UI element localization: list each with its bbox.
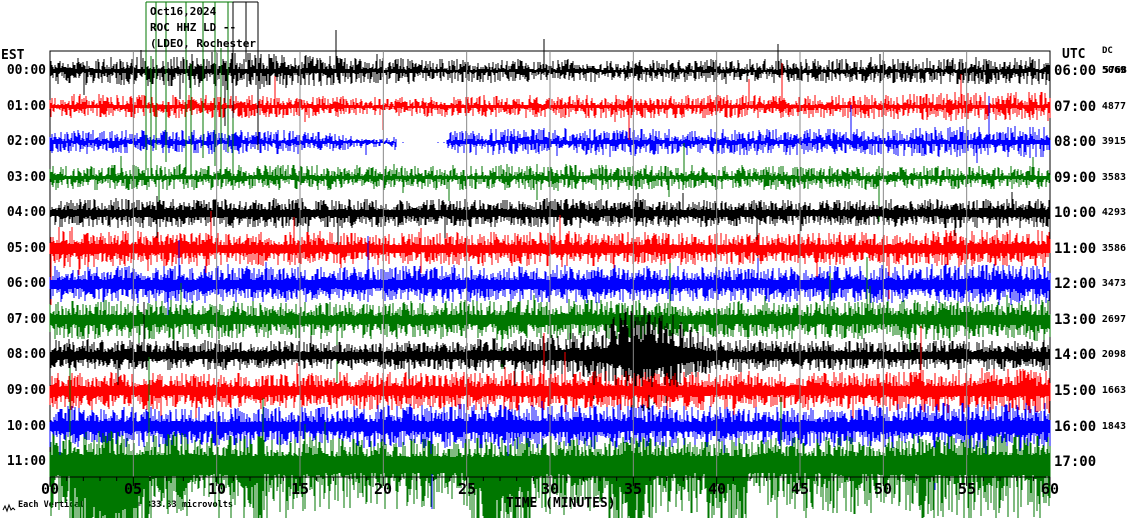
dc-value-10: 1843 <box>1101 421 1126 432</box>
dc-value-9: 1663 <box>1101 385 1126 396</box>
est-time-0: 00:00 <box>6 63 46 78</box>
est-time-1: 01:00 <box>6 99 46 114</box>
x-tick-label-15: 15 <box>290 480 310 498</box>
x-tick-label-40: 40 <box>707 480 727 498</box>
x-tick-label-10: 10 <box>207 480 227 498</box>
utc-time-8: 14:00 <box>1054 347 1097 363</box>
est-time-7: 07:00 <box>6 312 46 327</box>
x-tick-label-25: 25 <box>457 480 477 498</box>
dc-value-7: 2697 <box>1101 314 1126 325</box>
dc-value-4: 4293 <box>1101 207 1126 218</box>
dc-value-3: 3583 <box>1101 172 1126 183</box>
x-tick-label-20: 20 <box>373 480 393 498</box>
utc-time-3: 09:00 <box>1054 170 1097 186</box>
utc-time-1: 07:00 <box>1054 99 1097 115</box>
est-time-6: 06:00 <box>6 276 46 291</box>
x-tick-label-00: 00 <box>40 480 60 498</box>
x-tick-label-60: 60 <box>1040 480 1060 498</box>
est-time-11: 11:00 <box>6 454 46 469</box>
est-time-2: 02:00 <box>6 134 46 149</box>
dc-value-1: 4877 <box>1101 101 1126 112</box>
est-time-4: 04:00 <box>6 205 46 220</box>
dc-value-8: 2098 <box>1101 349 1126 360</box>
est-time-8: 08:00 <box>6 347 46 362</box>
utc-axis-header: UTC <box>1062 47 1086 62</box>
utc-time-11: 17:00 <box>1054 454 1097 470</box>
x-tick-label-35: 35 <box>623 480 643 498</box>
x-tick-label-50: 50 <box>873 480 893 498</box>
x-tick-label-55: 55 <box>957 480 977 498</box>
utc-time-0: 06:00 <box>1054 63 1097 79</box>
est-axis-header: EST <box>1 48 25 63</box>
affiliation-label: (LDEO, Rochester <box>150 37 256 50</box>
x-tick-label-45: 45 <box>790 480 810 498</box>
x-tick-label-30: 30 <box>540 480 560 498</box>
dc-value-0-overprint: 5768 <box>1102 65 1127 76</box>
date-label: Oct16,2024 <box>150 5 217 18</box>
dc-column-header: DC <box>1102 46 1113 56</box>
utc-time-4: 10:00 <box>1054 205 1097 221</box>
est-time-10: 10:00 <box>6 419 46 434</box>
utc-time-9: 15:00 <box>1054 383 1097 399</box>
utc-time-6: 12:00 <box>1054 276 1097 292</box>
utc-time-5: 11:00 <box>1054 241 1097 257</box>
utc-time-7: 13:00 <box>1054 312 1097 328</box>
station-label: ROC HHZ LD -- <box>150 21 237 34</box>
est-time-3: 03:00 <box>6 170 46 185</box>
x-tick-label-05: 05 <box>123 480 143 498</box>
est-time-5: 05:00 <box>6 241 46 256</box>
est-time-9: 09:00 <box>6 383 46 398</box>
x-axis-title: TIME (MINUTES) <box>506 496 616 511</box>
dc-value-6: 3473 <box>1101 278 1126 289</box>
dc-value-0: 5069 <box>1101 65 1126 76</box>
seismo-squiggle-icon <box>2 503 16 513</box>
utc-time-10: 16:00 <box>1054 419 1097 435</box>
utc-time-2: 08:00 <box>1054 134 1097 150</box>
dc-value-5: 3586 <box>1101 243 1126 254</box>
dc-value-2: 3915 <box>1101 136 1126 147</box>
